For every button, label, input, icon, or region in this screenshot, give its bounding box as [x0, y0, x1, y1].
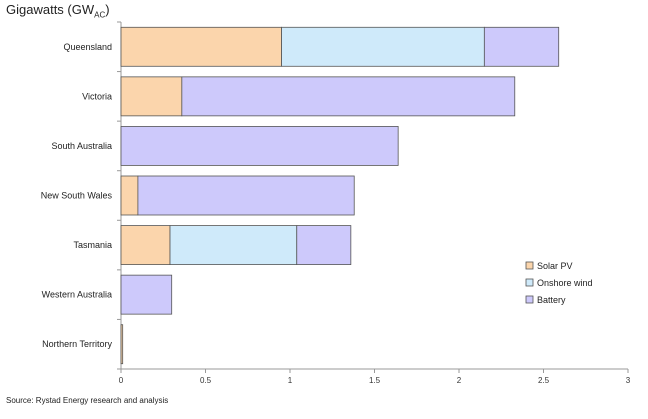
- bar-segment: [120, 126, 399, 166]
- legend-swatch: [525, 295, 534, 304]
- x-tick-label: 1: [288, 376, 293, 385]
- x-tick-label: 3: [626, 376, 631, 385]
- category-label: Tasmania: [73, 240, 112, 250]
- bar-segment: [483, 26, 560, 67]
- bar-segment: [169, 225, 298, 265]
- category-label: South Australia: [51, 141, 112, 151]
- bar-segment: [181, 76, 516, 117]
- bar-segment: [120, 76, 183, 117]
- bar-segment: [296, 225, 352, 265]
- legend-swatch: [525, 261, 534, 270]
- bar-segment: [281, 26, 485, 67]
- legend-label: Solar PV: [537, 261, 573, 271]
- category-label: Victoria: [82, 91, 112, 101]
- bar-segment: [120, 274, 173, 315]
- category-label: New South Wales: [41, 191, 113, 201]
- bar-segment: [120, 225, 171, 265]
- legend-label: Battery: [537, 295, 566, 305]
- axis-title: Gigawatts (GWAC): [6, 2, 110, 20]
- legend-swatch: [525, 278, 534, 287]
- x-tick-label: 0: [119, 376, 124, 385]
- x-tick-label: 0.5: [200, 376, 212, 385]
- bar-segment: [137, 175, 355, 216]
- source-note: Source: Rystad Energy research and analy…: [6, 396, 169, 405]
- x-tick-label: 1.5: [369, 376, 381, 385]
- bar-segment: [120, 324, 124, 365]
- x-tick-label: 2: [457, 376, 462, 385]
- bar-segment: [120, 26, 282, 67]
- category-label: Queensland: [63, 42, 112, 52]
- category-label: Northern Territory: [42, 339, 112, 349]
- legend-label: Onshore wind: [537, 278, 593, 288]
- x-tick-label: 2.5: [538, 376, 550, 385]
- bar-segment: [120, 175, 139, 216]
- category-label: Western Australia: [42, 290, 112, 300]
